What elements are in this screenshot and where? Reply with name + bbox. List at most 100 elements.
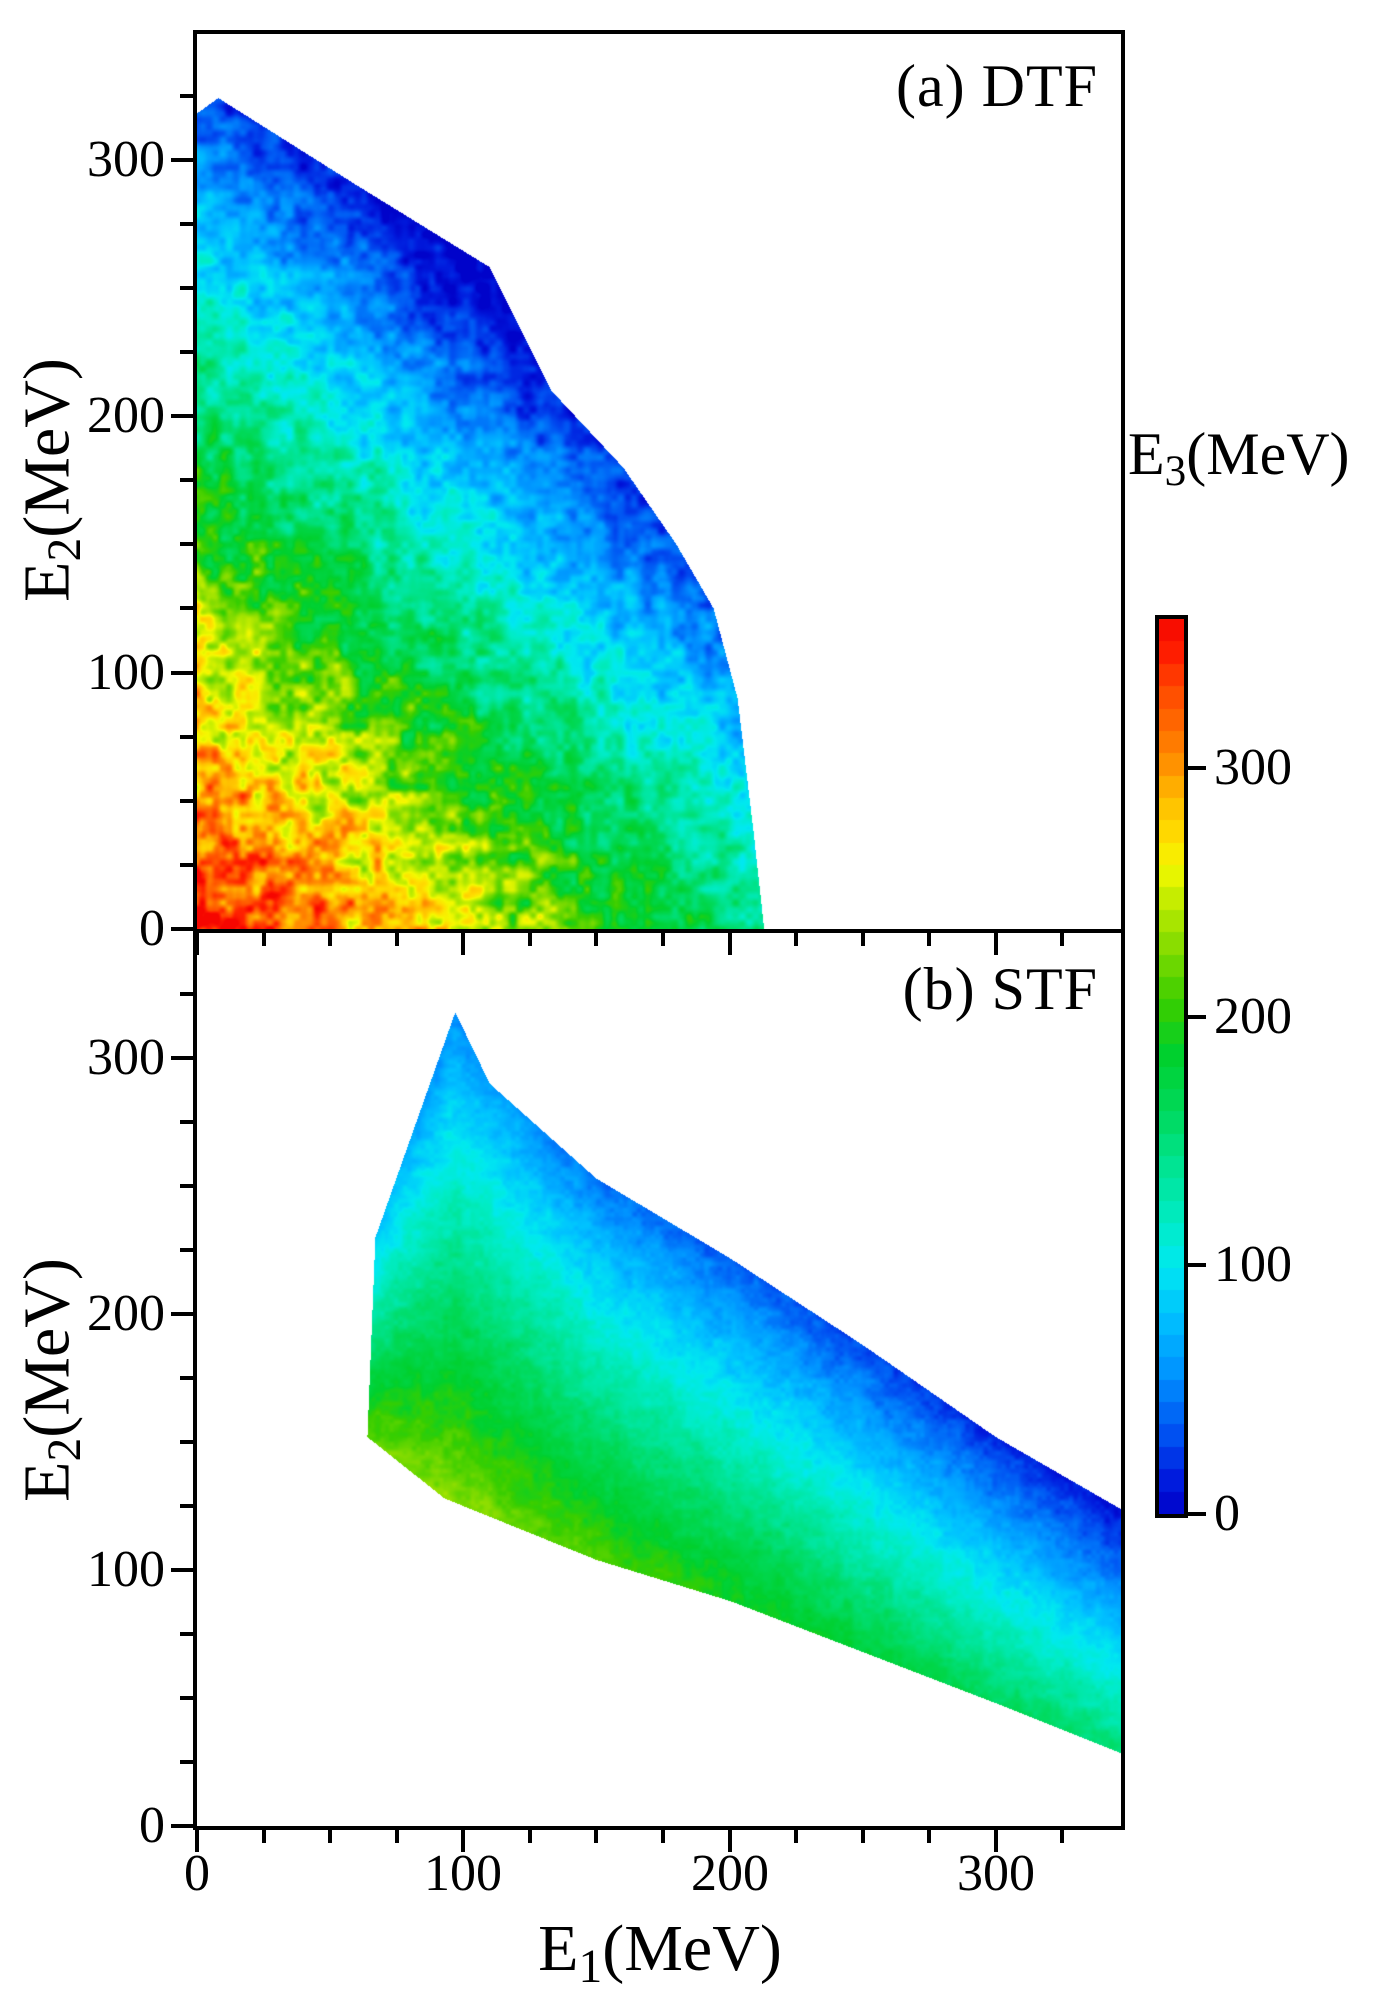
panel-a-y-tick xyxy=(180,222,193,226)
x-axis-tick xyxy=(395,1830,399,1843)
panel-b-y-tick xyxy=(180,1760,193,1764)
y-axis-label-b-base: E xyxy=(10,1461,84,1502)
colorbar-tick xyxy=(1188,1263,1206,1267)
panel-b-top-tick xyxy=(927,933,931,946)
panel-a-y-tick xyxy=(180,606,193,610)
panel-b-top-tick xyxy=(195,933,199,955)
panel-a-y-tick-label: 0 xyxy=(139,900,165,957)
x-axis-label-sub: 1 xyxy=(578,1940,603,1993)
panel-a-y-tick-label: 100 xyxy=(87,644,165,701)
panel-b-top-tick xyxy=(395,933,399,946)
panel-a-y-tick xyxy=(180,350,193,354)
x-axis-tick xyxy=(994,1830,998,1852)
colorbar-tick-label: 200 xyxy=(1214,988,1292,1045)
x-axis-tick xyxy=(528,1830,532,1843)
panel-a-y-tick xyxy=(180,478,193,482)
panel-b-top-tick xyxy=(794,933,798,946)
panel-a-contour-canvas xyxy=(197,34,1121,929)
panel-b-y-tick xyxy=(180,1440,193,1444)
x-axis-tick xyxy=(728,1830,732,1852)
panel-b-y-tick xyxy=(171,1056,193,1060)
panel-a-y-tick xyxy=(180,94,193,98)
panel-b-y-tick xyxy=(180,1696,193,1700)
panel-a-plot xyxy=(193,30,1125,933)
panel-b-y-tick-label: 0 xyxy=(139,1797,165,1854)
x-axis-label-base: E xyxy=(538,1912,579,1985)
panel-b-plot xyxy=(193,929,1125,1830)
panel-b-top-tick xyxy=(528,933,532,946)
panel-a-y-tick xyxy=(180,799,193,803)
panel-a-y-tick xyxy=(171,927,193,931)
panel-b-y-tick xyxy=(171,1312,193,1316)
panel-a-y-tick xyxy=(180,542,193,546)
x-axis-tick-label: 100 xyxy=(424,1845,502,1902)
colorbar-title-sub: 3 xyxy=(1164,447,1187,495)
panel-a-title-text: (a) DTF xyxy=(896,53,1098,119)
panel-b-title-text: (b) STF xyxy=(902,956,1098,1022)
panel-b-y-tick-label: 100 xyxy=(87,1541,165,1598)
colorbar-tick-label: 0 xyxy=(1214,1485,1240,1542)
panel-a-y-tick xyxy=(171,414,193,418)
panel-a-y-tick xyxy=(180,863,193,867)
colorbar-title-base: E xyxy=(1128,421,1165,487)
x-axis-tick-label: 0 xyxy=(184,1845,210,1902)
panel-b-y-tick xyxy=(171,1568,193,1572)
x-axis-tick-label: 300 xyxy=(957,1845,1035,1902)
colorbar-tick xyxy=(1188,766,1206,770)
colorbar-tick-label: 300 xyxy=(1214,739,1292,796)
panel-b-y-tick xyxy=(171,1824,193,1828)
x-axis-tick xyxy=(861,1830,865,1843)
x-axis-tick xyxy=(461,1830,465,1852)
panel-b-y-tick xyxy=(180,1632,193,1636)
panel-b-y-tick xyxy=(180,1248,193,1252)
x-axis-tick xyxy=(1060,1830,1064,1843)
panel-b-top-tick xyxy=(994,933,998,955)
panel-b-top-tick xyxy=(861,933,865,946)
panel-b-top-tick xyxy=(661,933,665,946)
panel-b-top-tick xyxy=(1060,933,1064,946)
x-axis-tick xyxy=(661,1830,665,1843)
panel-b-title: (b) STF xyxy=(903,955,1098,1024)
panel-a-y-tick-label: 300 xyxy=(87,131,165,188)
y-axis-label-b-sub: 2 xyxy=(39,1437,92,1462)
colorbar-tick xyxy=(1188,1015,1206,1019)
panel-b-top-tick xyxy=(262,933,266,946)
y-axis-label-a-base: E xyxy=(10,561,84,602)
x-axis-tick xyxy=(328,1830,332,1843)
colorbar-tick-label: 100 xyxy=(1214,1236,1292,1293)
colorbar-gradient-canvas xyxy=(1159,619,1184,1514)
x-axis-tick xyxy=(262,1830,266,1843)
panel-a-y-tick xyxy=(180,286,193,290)
panel-b-y-tick xyxy=(180,1120,193,1124)
colorbar xyxy=(1155,615,1188,1518)
panel-b-y-tick xyxy=(180,992,193,996)
panel-b-y-tick-label: 300 xyxy=(87,1029,165,1086)
panel-b-contour-canvas xyxy=(197,933,1121,1826)
panel-b-y-tick xyxy=(180,1184,193,1188)
panel-b-top-tick xyxy=(328,933,332,946)
colorbar-title-unit: (MeV) xyxy=(1186,421,1350,487)
panel-b-top-tick xyxy=(728,933,732,955)
colorbar-title: E3(MeV) xyxy=(1128,420,1350,496)
panel-a-y-tick-label: 200 xyxy=(87,387,165,444)
x-axis-label: E1(MeV) xyxy=(538,1916,782,1991)
y-axis-label-a-unit: (MeV) xyxy=(10,358,84,538)
x-axis-tick-label: 200 xyxy=(691,1845,769,1902)
y-axis-label-a-sub: 2 xyxy=(39,537,92,562)
panel-b-y-tick xyxy=(180,1504,193,1508)
x-axis-tick xyxy=(794,1830,798,1843)
panel-a-y-tick xyxy=(171,158,193,162)
panel-b-top-tick xyxy=(594,933,598,946)
panel-a-y-tick xyxy=(171,671,193,675)
colorbar-tick xyxy=(1188,1512,1206,1516)
panel-a-y-tick xyxy=(180,735,193,739)
panel-b-y-tick xyxy=(180,1376,193,1380)
panel-b-top-tick xyxy=(461,933,465,955)
x-axis-label-unit: (MeV) xyxy=(602,1912,782,1985)
panel-b-y-tick-label: 200 xyxy=(87,1285,165,1342)
x-axis-tick xyxy=(594,1830,598,1843)
y-axis-label-b-unit: (MeV) xyxy=(10,1258,84,1438)
x-axis-tick xyxy=(195,1830,199,1852)
x-axis-tick xyxy=(927,1830,931,1843)
